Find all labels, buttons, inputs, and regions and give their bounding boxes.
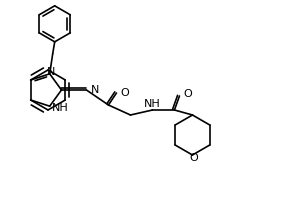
Text: NH: NH — [144, 99, 161, 109]
Text: O: O — [184, 89, 192, 99]
Text: O: O — [121, 88, 129, 98]
Text: O: O — [189, 153, 198, 163]
Text: NH: NH — [52, 103, 68, 113]
Text: N: N — [46, 67, 55, 77]
Text: N: N — [91, 85, 99, 95]
